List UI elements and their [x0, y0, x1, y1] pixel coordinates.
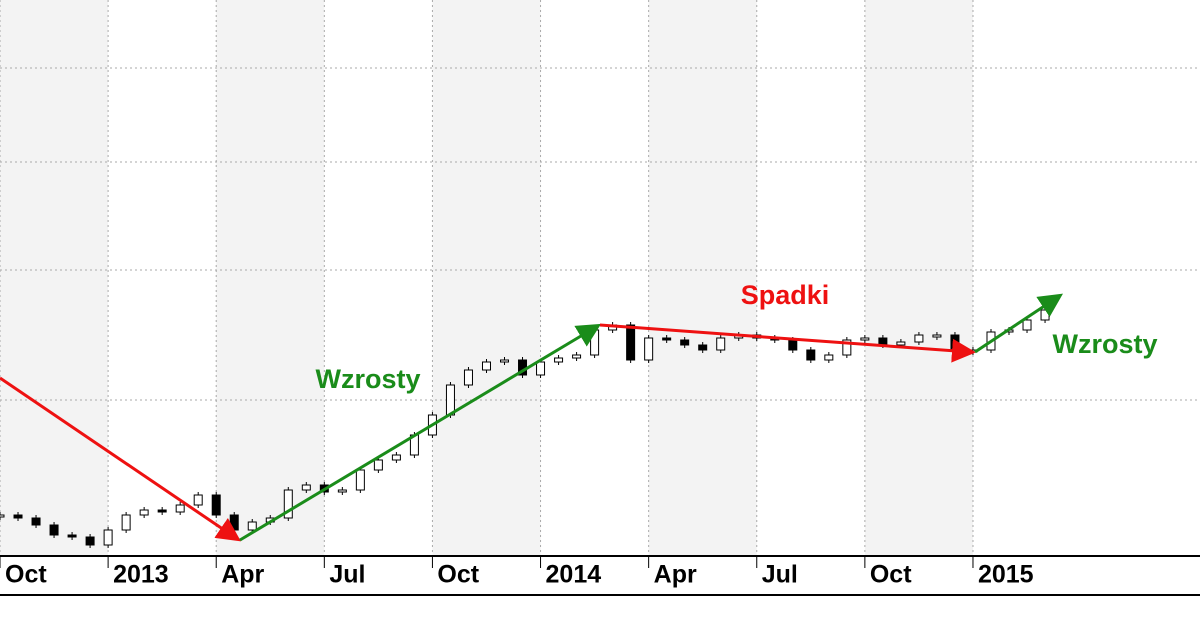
candle — [229, 514, 239, 531]
x-tick-label: Oct — [5, 561, 47, 589]
candle — [950, 334, 960, 351]
band — [864, 0, 973, 556]
candle — [445, 384, 455, 416]
candle — [85, 536, 95, 546]
candle — [49, 524, 59, 536]
candle — [680, 339, 690, 346]
candle — [31, 517, 41, 526]
candle — [914, 334, 924, 343]
band — [648, 0, 757, 556]
candle — [536, 361, 546, 376]
grid — [0, 0, 1200, 556]
candle — [698, 344, 708, 351]
x-tick-label: 2015 — [978, 561, 1034, 589]
up-arrow — [239, 323, 602, 542]
candle — [842, 339, 852, 356]
candle — [824, 354, 834, 361]
candle — [283, 489, 293, 519]
candle — [806, 349, 816, 361]
down-arrow — [0, 376, 241, 542]
candle — [121, 514, 131, 531]
candle — [337, 489, 347, 493]
x-tick-label: Apr — [221, 561, 264, 589]
candle — [788, 339, 798, 351]
candle — [103, 529, 113, 546]
candle — [554, 357, 564, 363]
candle — [896, 341, 906, 346]
x-tick-label: Jul — [329, 561, 365, 589]
candle — [644, 337, 654, 361]
candle — [860, 337, 870, 341]
candle — [662, 337, 672, 341]
band — [216, 0, 325, 556]
candle — [572, 354, 582, 359]
candle — [626, 324, 636, 361]
annotation: Wzrosty — [1052, 329, 1157, 359]
candle — [355, 469, 365, 491]
candle — [463, 369, 473, 386]
x-tick-label: Apr — [654, 561, 697, 589]
annotation: Wzrosty — [315, 364, 420, 394]
candle — [590, 329, 600, 356]
candle — [13, 514, 23, 519]
candle — [500, 359, 510, 363]
x-tick-label: Oct — [437, 561, 479, 589]
candle — [193, 494, 203, 506]
candle — [1040, 309, 1050, 321]
x-tick-label: 2013 — [113, 561, 169, 589]
candle — [481, 361, 491, 371]
candle — [716, 337, 726, 351]
candle — [1022, 319, 1032, 331]
trend-arrows — [0, 293, 1064, 542]
band — [432, 0, 541, 556]
candle — [175, 504, 185, 513]
annotation: Spadki — [741, 280, 830, 310]
candle — [67, 534, 77, 538]
background — [0, 0, 973, 556]
candle — [139, 509, 149, 516]
up-arrow — [974, 293, 1064, 354]
candle — [932, 334, 942, 338]
candle — [211, 494, 221, 516]
down-arrow — [599, 323, 976, 363]
x-tick-label: Oct — [870, 561, 912, 589]
candle — [247, 521, 257, 531]
candle — [157, 509, 167, 513]
candle — [301, 484, 311, 491]
candle — [391, 454, 401, 461]
x-tick-label: 2014 — [546, 561, 602, 589]
x-tick-label: Jul — [762, 561, 798, 589]
candle — [373, 459, 383, 471]
candle — [0, 514, 5, 518]
band — [0, 0, 109, 556]
